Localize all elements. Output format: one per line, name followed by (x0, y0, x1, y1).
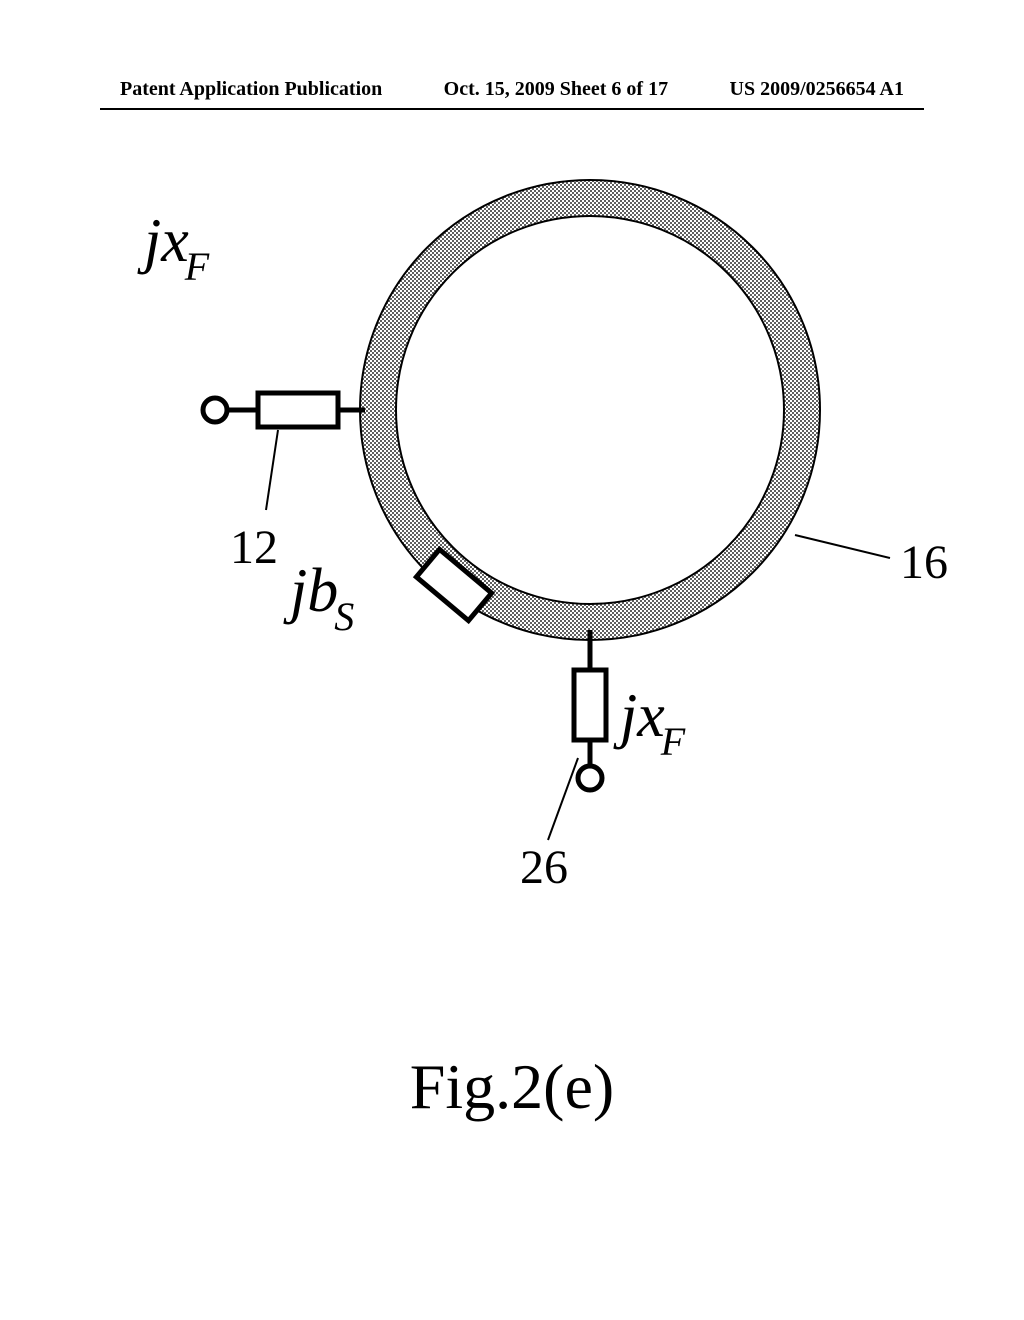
label-jxF-bottom: jxF (620, 685, 689, 756)
left-port (203, 393, 365, 510)
header-left: Patent Application Publication (120, 78, 382, 101)
ref-12: 12 (230, 520, 278, 575)
ref-16: 16 (900, 535, 948, 590)
ref-16-leader (795, 535, 890, 558)
figure-caption: Fig.2(e) (0, 1050, 1024, 1124)
label-jxF-left: jxF (144, 210, 213, 281)
label-jbS: jbS (290, 560, 358, 631)
figure-2e: jxF jbS jxF 12 26 16 (100, 140, 924, 920)
header-rule (100, 108, 924, 110)
header-center: Oct. 15, 2009 Sheet 6 of 17 (444, 78, 668, 101)
page-header: Patent Application Publication Oct. 15, … (0, 78, 1024, 101)
diagram-svg (100, 140, 924, 920)
ref-26: 26 (520, 840, 568, 895)
bottom-port (548, 630, 606, 840)
header-right: US 2009/0256654 A1 (730, 78, 904, 101)
shunt-element (416, 549, 491, 620)
